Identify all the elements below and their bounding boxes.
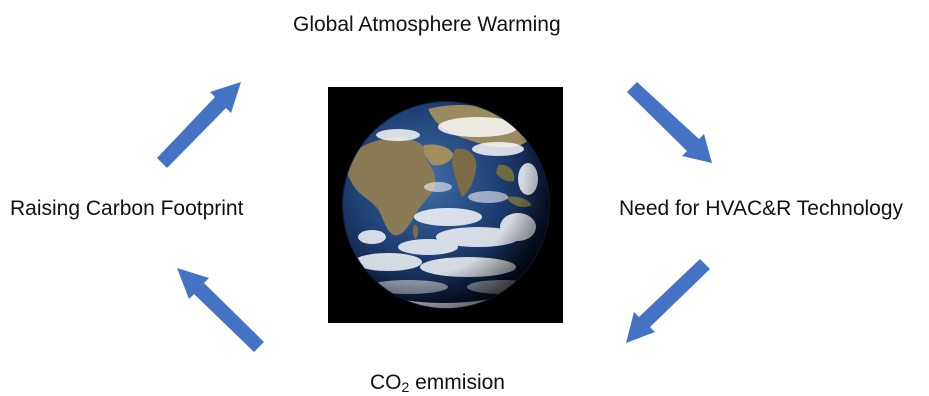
label-co2-rest: emmision bbox=[409, 371, 505, 394]
arrow-up-left-icon bbox=[177, 268, 264, 352]
arrow-up-right-icon bbox=[157, 82, 241, 168]
label-need-for-hvacr-technology: Need for HVAC&R Technology bbox=[619, 197, 904, 220]
earth-globe-icon bbox=[342, 101, 550, 309]
arrow-down-left-icon bbox=[626, 259, 710, 343]
label-global-atmosphere-warming: Global Atmosphere Warming bbox=[293, 13, 561, 36]
label-co2-subscript: 2 bbox=[401, 379, 410, 395]
label-co2-main: CO bbox=[370, 371, 402, 394]
label-raising-carbon-footprint: Raising Carbon Footprint bbox=[10, 197, 244, 220]
earth-globe-image bbox=[328, 87, 563, 323]
arrow-down-right-icon bbox=[627, 82, 712, 163]
label-co2-emmision: CO2 emmision bbox=[370, 372, 505, 394]
